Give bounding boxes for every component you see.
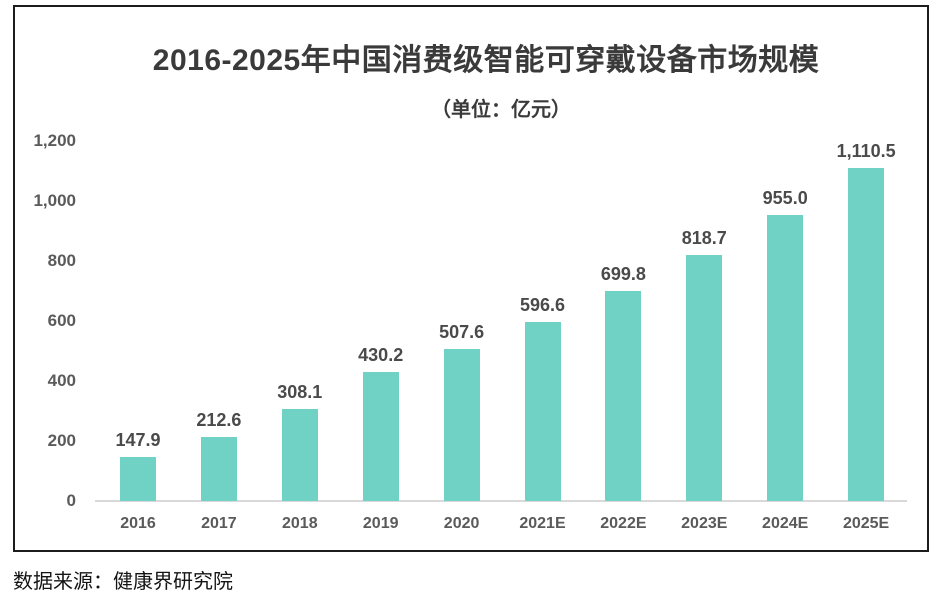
bar	[443, 348, 480, 501]
x-axis-tick-label: 2024E	[762, 515, 809, 532]
chart-container: 2016-2025年中国消费级智能可穿戴设备市场规模 （单位：亿元） 0 200 4…	[13, 5, 929, 552]
bar	[120, 456, 156, 501]
bar-value-label: 955.0	[762, 187, 808, 208]
bar-value-label: 212.6	[196, 410, 242, 431]
y-axis-tick-label: 400	[47, 371, 76, 390]
bar	[200, 437, 237, 501]
chart-title: 2016-2025年中国消费级智能可穿戴设备市场规模	[152, 44, 820, 77]
x-axis-tick-label: 2022E	[600, 515, 647, 532]
bar	[281, 408, 318, 501]
x-axis-tick-label: 2021E	[519, 515, 566, 532]
y-axis-tick-label: 1,200	[33, 131, 76, 150]
bar-value-label: 308.1	[277, 381, 323, 402]
bar-value-label: 147.9	[115, 429, 161, 450]
y-axis-tick-label: 800	[47, 251, 76, 270]
y-axis-tick-label: 200	[47, 431, 76, 450]
x-axis-tick-label: 2020	[443, 515, 480, 532]
x-axis-tick-label: 2017	[201, 515, 237, 532]
x-axis-tick-label: 2025E	[842, 515, 890, 532]
y-axis-tick-label: 1,000	[33, 191, 76, 210]
bar	[848, 167, 885, 501]
bar	[686, 255, 723, 501]
bar-value-label: 507.6	[439, 321, 485, 342]
x-axis-tick-label: 2019	[362, 515, 399, 532]
bar-value-label: 1,110.5	[836, 140, 896, 161]
chart-unit-subtitle: （单位：亿元）	[431, 99, 571, 121]
x-axis-tick-label: 2016	[120, 515, 156, 532]
x-axis-tick-label: 2023E	[681, 515, 728, 532]
bar	[605, 291, 642, 501]
y-axis-tick-label: 600	[47, 311, 76, 330]
bar-value-label: 699.8	[600, 264, 646, 285]
y-axis-tick-label: 0	[66, 491, 76, 510]
bar-value-label: 818.7	[681, 228, 727, 249]
bar	[524, 322, 561, 501]
x-axis-tick-label: 2018	[282, 515, 318, 532]
bar	[767, 214, 804, 501]
plot-area: 0 200 400 600 800 1,000 1,200 147.9 2016 212.6 201…	[15, 7, 927, 550]
bar-value-label: 430.2	[358, 344, 404, 365]
data-source-note: 数据来源：健康界研究院	[13, 571, 233, 593]
bar-value-label: 596.6	[519, 295, 566, 316]
x-axis-line	[95, 500, 907, 502]
bar	[362, 371, 399, 501]
